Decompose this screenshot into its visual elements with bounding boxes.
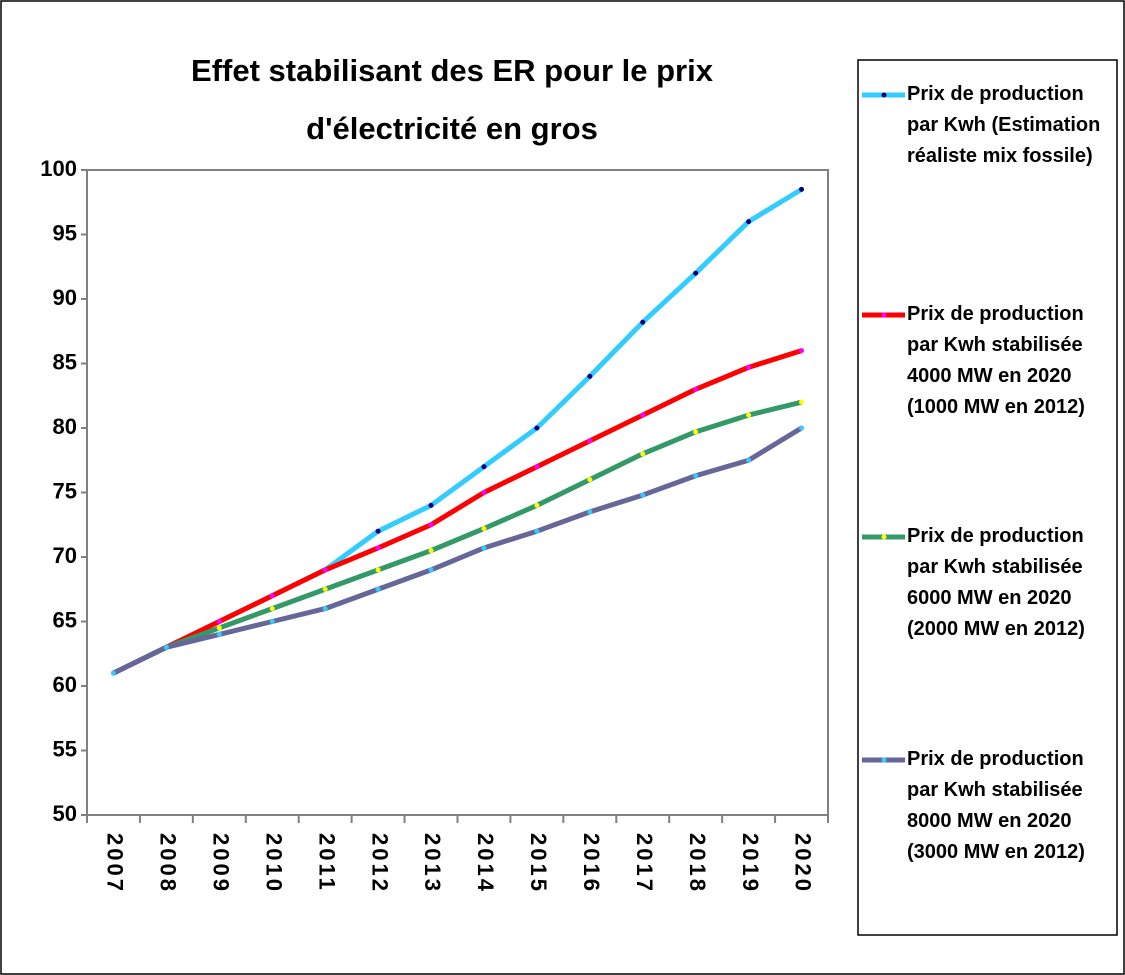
data-point	[481, 490, 487, 495]
legend-marker	[881, 534, 887, 540]
x-tick-label: 2009	[209, 833, 234, 894]
x-tick-label: 2017	[632, 833, 657, 894]
data-point	[587, 509, 593, 515]
data-point	[481, 526, 487, 532]
data-point	[587, 438, 593, 444]
legend-label: Prix de production par Kwh stabilisée 80…	[907, 748, 1085, 863]
data-point	[640, 451, 646, 457]
legend-marker	[881, 757, 887, 763]
data-point	[693, 473, 699, 479]
x-tick-label: 2018	[685, 833, 710, 894]
data-point	[534, 425, 540, 431]
y-tick-label: 90	[53, 285, 77, 310]
series-line	[112, 425, 803, 676]
data-point	[746, 364, 752, 370]
x-tick-label: 2016	[579, 833, 604, 894]
x-tick-label: 2020	[791, 833, 816, 894]
data-point	[534, 464, 540, 470]
data-point	[322, 586, 328, 592]
data-point	[534, 528, 540, 534]
data-point	[799, 186, 805, 192]
data-point	[799, 399, 805, 405]
data-point	[640, 319, 646, 325]
y-tick-label: 60	[53, 672, 77, 697]
data-point	[746, 457, 752, 463]
series-line	[112, 399, 803, 676]
legend-label: Prix de production par Kwh stabilisée 40…	[907, 303, 1085, 418]
data-point	[428, 567, 434, 573]
data-point	[269, 593, 275, 599]
data-point	[640, 492, 646, 498]
data-point	[693, 270, 699, 276]
legend-box	[857, 59, 1118, 936]
x-tick-label: 2011	[314, 833, 339, 893]
x-tick-label: 2008	[156, 833, 181, 894]
data-point	[322, 606, 328, 612]
y-tick-label: 50	[53, 801, 77, 826]
data-point	[375, 567, 381, 573]
data-point	[799, 425, 805, 431]
data-point	[428, 522, 434, 528]
y-tick-label: 75	[53, 478, 77, 503]
x-tick-label: 2015	[526, 833, 551, 894]
data-point	[375, 586, 381, 592]
data-point	[375, 545, 381, 551]
data-point	[269, 619, 275, 624]
x-tick-label: 2019	[738, 833, 763, 894]
data-point	[746, 219, 752, 225]
y-tick-label: 95	[53, 220, 77, 245]
data-point	[428, 548, 434, 554]
y-tick-label: 70	[53, 543, 77, 568]
x-tick-label: 2012	[367, 833, 392, 894]
chart-title: Effet stabilisant des ER pour le prix d'…	[191, 53, 713, 146]
data-point	[481, 545, 487, 551]
data-point	[110, 670, 116, 676]
data-point	[322, 567, 328, 573]
y-tick-label: 65	[53, 607, 77, 632]
data-point	[799, 348, 805, 354]
data-point	[587, 373, 593, 379]
data-point	[216, 631, 222, 637]
data-point	[216, 619, 222, 624]
x-tick-label: 2007	[103, 833, 128, 894]
legend-marker	[881, 312, 887, 318]
x-tick-label: 2013	[420, 833, 445, 894]
y-tick-label: 85	[53, 349, 77, 374]
legend-label: Prix de production par Kwh stabilisée 60…	[907, 525, 1085, 640]
y-tick-label: 100	[40, 156, 77, 181]
data-point	[428, 502, 434, 508]
data-point	[481, 464, 487, 470]
data-point	[375, 528, 381, 534]
x-tick-label: 2010	[261, 833, 286, 894]
series-line	[112, 348, 803, 676]
data-point	[534, 502, 540, 508]
data-point	[216, 625, 222, 631]
data-point	[163, 644, 169, 650]
y-tick-label: 80	[53, 414, 77, 439]
x-tick-label: 2014	[473, 833, 498, 894]
legend-label: Prix de production par Kwh (Estimation r…	[907, 83, 1101, 167]
data-point	[746, 412, 752, 418]
plot-area	[86, 169, 829, 816]
data-point	[693, 429, 699, 435]
data-point	[269, 606, 275, 612]
data-point	[693, 386, 699, 392]
data-point	[587, 477, 593, 483]
legend-marker	[881, 92, 887, 98]
data-point	[640, 412, 646, 418]
y-tick-label: 55	[53, 736, 77, 761]
